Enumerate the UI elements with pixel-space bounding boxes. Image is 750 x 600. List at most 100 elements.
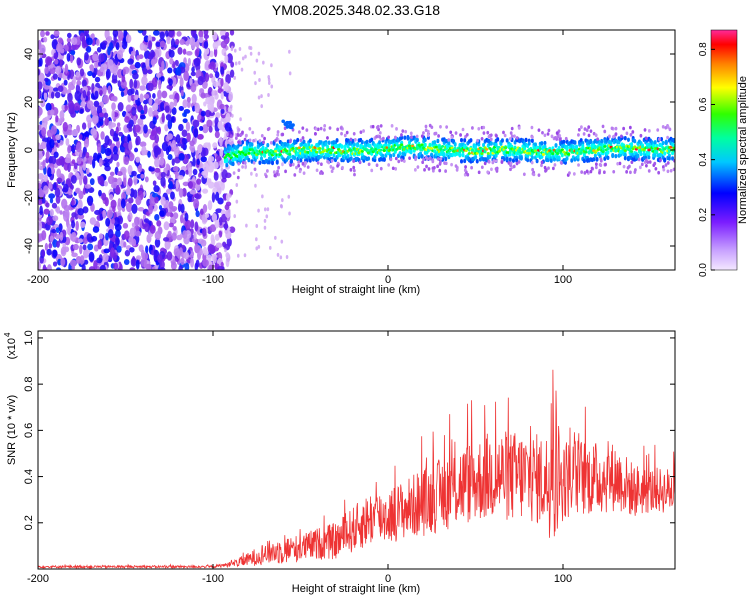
spectrogram-cell (353, 172, 356, 177)
spectrogram-cell (88, 251, 95, 262)
spectrogram-cell (551, 152, 555, 156)
spectrogram-cell (77, 199, 83, 210)
spectrogram-cell (571, 144, 575, 150)
spectrogram-cell (346, 154, 350, 159)
spectrogram-cell (630, 142, 634, 147)
spectrogram-cell (194, 102, 200, 114)
spectrogram-cell (622, 126, 626, 131)
spectrogram-cell (115, 139, 120, 149)
spectrogram-cell (180, 257, 185, 266)
spectrogram-cell (254, 183, 257, 188)
spectrogram-cell (92, 226, 100, 233)
spectrogram-cell (541, 130, 544, 135)
spectrogram-cell (672, 167, 675, 172)
spectrogram-cell (194, 221, 199, 232)
spectrogram-cell (490, 167, 493, 172)
spectrogram-cell (249, 51, 253, 56)
spectrogram-cell (126, 123, 133, 129)
spectrogram-cell (212, 142, 218, 149)
spectrogram-cell (182, 181, 190, 187)
spectrogram-cell (225, 193, 230, 202)
spectrogram-cell (671, 156, 675, 161)
spectrogram-cell (543, 144, 547, 149)
spectrogram-cell (135, 255, 142, 261)
spectrogram-cell (496, 137, 500, 142)
spectrogram-cell (168, 222, 174, 228)
spectrogram-cell (175, 134, 181, 144)
spectrogram-cell (46, 248, 52, 256)
spectrogram-cell (426, 129, 430, 134)
spectrogram-cell (171, 232, 177, 241)
spectrogram-cell (343, 144, 347, 150)
spectrogram-cell (43, 36, 48, 43)
spectrogram-cell (469, 138, 473, 143)
spectrogram-cell (560, 148, 564, 152)
spectrogram-cell (98, 157, 103, 168)
spectrogram-cell (305, 128, 309, 132)
spectrogram-cell (43, 85, 51, 90)
spectrogram-cell (97, 239, 102, 250)
spectrogram-cell (104, 197, 109, 207)
spectrogram-cell (143, 124, 148, 134)
spectrogram-cell (270, 63, 273, 68)
spectrogram-cell (387, 135, 391, 140)
spectrogram-cell (488, 154, 492, 159)
spectrogram-cell (98, 112, 105, 118)
spectrogram-cell (203, 40, 209, 49)
spectrogram-cell (485, 147, 489, 151)
spectrogram-cell (460, 137, 463, 143)
spectrogram-cell (387, 163, 391, 167)
spectrogram-cell (210, 104, 214, 113)
spectrogram-x-label: Height of straight line (km) (292, 284, 420, 296)
spectrogram-cell (531, 167, 535, 172)
spectrogram-cell (165, 163, 170, 171)
spectrogram-cell (139, 85, 147, 91)
spectrogram-cell (148, 167, 156, 172)
spectrogram-cell (585, 169, 589, 174)
spectrogram-cell (489, 137, 493, 142)
spectrogram-cell (57, 85, 64, 93)
spectrogram-cell (259, 156, 263, 161)
spectrogram-cell (296, 137, 300, 143)
spectrogram-cell (49, 197, 54, 204)
spectrogram-cell (667, 148, 671, 154)
spectrogram-cell (184, 262, 190, 270)
spectrogram-cell (63, 79, 68, 86)
spectrogram-cell (186, 101, 191, 109)
spectrogram-cell (326, 144, 330, 150)
spectrogram-cell (343, 133, 347, 138)
spectrogram-cell (231, 45, 234, 50)
spectrogram-cell (390, 124, 394, 128)
spectrogram-cell (115, 126, 119, 134)
spectrogram-cell (284, 122, 288, 127)
spectrogram-cell (204, 72, 210, 83)
spectrogram-cell (596, 137, 599, 141)
spectrogram-cell (134, 124, 141, 133)
spectrogram-cell (94, 76, 101, 83)
spectrogram-cell (564, 136, 568, 141)
chart-title: YM08.2025.348.02.33.G18 (272, 2, 440, 18)
spectrogram-cell (634, 168, 637, 172)
spectrogram-cell (389, 153, 393, 159)
spectrogram-cell (180, 203, 185, 214)
spectrogram-cell (188, 180, 193, 189)
spectrogram-cell (124, 156, 130, 165)
spectrogram-cell (421, 160, 425, 165)
spectrogram-cell (535, 158, 539, 164)
spectrogram-cell (194, 49, 200, 57)
spectrogram-cell (76, 57, 82, 66)
spectrogram-cell (56, 240, 60, 248)
spectrogram-cell (395, 127, 398, 131)
spectrogram-cell (258, 160, 262, 165)
spectrogram-cell (130, 50, 136, 56)
spectrogram-cell (169, 212, 174, 218)
spectrogram-cell (257, 95, 261, 100)
spectrogram-cell (183, 251, 190, 260)
spectrogram-cell (429, 147, 434, 150)
spectrogram-cell (471, 126, 474, 130)
spectrogram-cell (285, 125, 290, 129)
spectrogram-cell (263, 218, 267, 223)
spectrogram-cell (38, 172, 45, 180)
spectrogram-cell (245, 133, 248, 138)
